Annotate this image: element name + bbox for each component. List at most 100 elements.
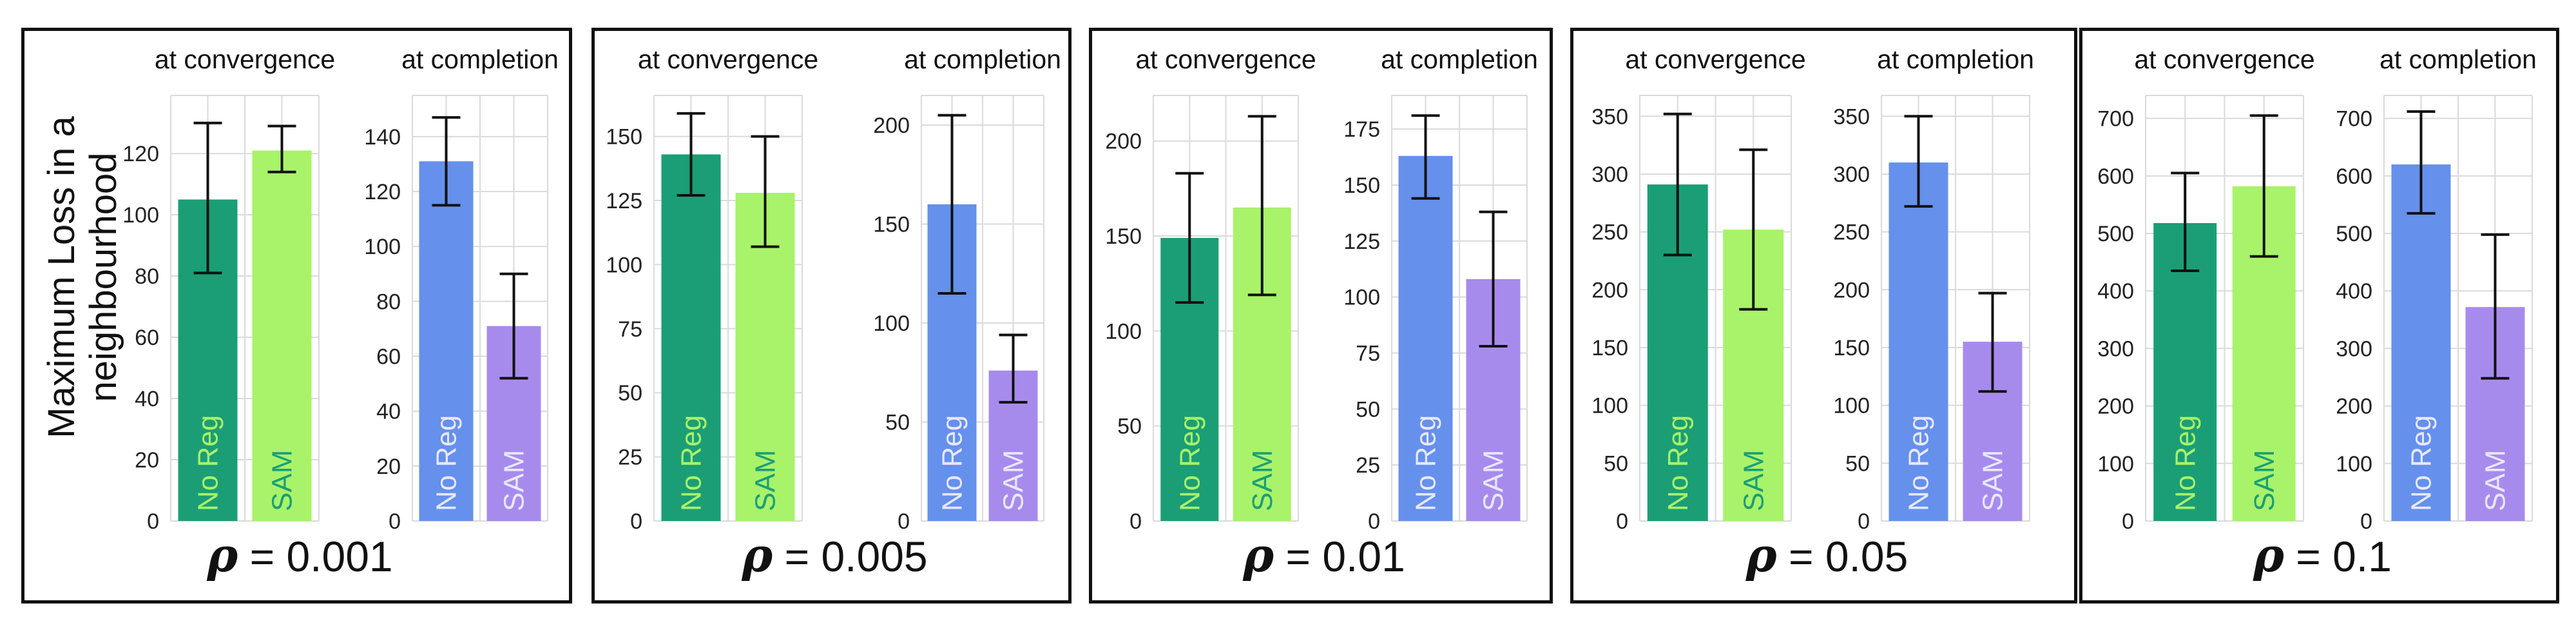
y-tick-label: 120 bbox=[122, 142, 159, 166]
y-tick-label: 600 bbox=[2336, 164, 2372, 189]
rho-symbol: ρ bbox=[741, 527, 773, 582]
completion-subplot: 0 50 100 150 200 at completion No Reg SAM bbox=[873, 44, 1061, 534]
subplot-title: at completion bbox=[904, 44, 1061, 74]
y-tick-label: 25 bbox=[1356, 453, 1380, 478]
y-tick-label: 200 bbox=[1833, 278, 1870, 302]
bar-category-label: SAM bbox=[750, 450, 782, 511]
rho-symbol: ρ bbox=[1745, 527, 1778, 582]
bar-category-label: SAM bbox=[1247, 450, 1278, 511]
y-tick-label: 0 bbox=[898, 509, 910, 534]
y-tick-label: 300 bbox=[1833, 162, 1870, 187]
y-tick-label: 100 bbox=[1105, 319, 1142, 344]
y-tick-label: 20 bbox=[135, 448, 159, 473]
completion-subplot: 0 20 40 60 80 100 120 140 at completion No Reg SAM bbox=[364, 44, 559, 534]
rho-symbol: ρ bbox=[1242, 527, 1274, 582]
rho-label: ρ = 0.05 bbox=[1745, 527, 1908, 582]
y-tick-label: 175 bbox=[1343, 117, 1380, 142]
y-tick-label: 200 bbox=[1591, 278, 1628, 302]
bar-category-label: SAM bbox=[2249, 450, 2280, 511]
bar-no-reg bbox=[661, 154, 721, 521]
y-tick-label: 0 bbox=[2360, 509, 2372, 534]
rho-value: = 0.001 bbox=[238, 533, 392, 580]
y-tick-label: 150 bbox=[873, 213, 910, 237]
y-tick-label: 200 bbox=[2097, 395, 2134, 419]
y-tick-label: 0 bbox=[389, 509, 401, 534]
completion-subplot: 0 50 100 150 200 250 300 350 at completion No Reg… bbox=[1833, 44, 2034, 534]
y-tick-label: 100 bbox=[1591, 394, 1628, 418]
rho-value: = 0.01 bbox=[1274, 533, 1405, 580]
subplot-title: at completion bbox=[1877, 44, 2034, 74]
y-tick-label: 40 bbox=[135, 387, 159, 411]
panel-svg: 0 50 100 150 200 250 300 350 at convergence No Re… bbox=[1591, 44, 2034, 582]
y-tick-label: 100 bbox=[364, 235, 401, 259]
rho-label: ρ = 0.01 bbox=[1242, 527, 1405, 582]
y-axis-label-line2: neighbourhood bbox=[82, 152, 124, 402]
rho-value: = 0.1 bbox=[2284, 533, 2392, 580]
subplot-title: at convergence bbox=[2134, 44, 2314, 74]
y-axis-label: Maximum Loss in a neighbourhood bbox=[35, 52, 139, 503]
bar-category-label: SAM bbox=[1478, 450, 1510, 511]
bar-category-label: No Reg bbox=[1410, 415, 1442, 511]
bar-category-label: No Reg bbox=[193, 415, 224, 511]
bar-category-label: SAM bbox=[1738, 450, 1769, 511]
y-tick-label: 50 bbox=[1356, 397, 1380, 422]
subplot-title: at convergence bbox=[155, 44, 335, 74]
y-tick-label: 0 bbox=[1858, 509, 1870, 534]
y-tick-label: 250 bbox=[1591, 221, 1628, 245]
y-tick-label: 150 bbox=[1343, 173, 1380, 198]
convergence-subplot: 0 20 40 60 80 100 120 at convergence No Reg SAM bbox=[122, 44, 335, 534]
convergence-subplot: 0 50 100 150 200 250 300 350 at convergence No Re… bbox=[1591, 44, 1805, 534]
subplot-title: at completion bbox=[2379, 44, 2537, 74]
y-tick-label: 150 bbox=[1105, 224, 1142, 249]
completion-subplot: 0 25 50 75 100 125 150 175 at completion No Reg SA… bbox=[1343, 44, 1538, 534]
y-tick-label: 0 bbox=[147, 509, 159, 534]
rho-panel-5: 0 100 200 300 400 500 600 700 at convergence No R… bbox=[2079, 28, 2559, 603]
y-tick-label: 200 bbox=[873, 113, 910, 138]
subplot-title: at convergence bbox=[1625, 44, 1805, 74]
bar-category-label: No Reg bbox=[937, 415, 968, 511]
y-tick-label: 50 bbox=[1117, 415, 1142, 439]
y-tick-label: 100 bbox=[873, 311, 910, 336]
y-tick-label: 50 bbox=[885, 411, 910, 435]
y-tick-label: 80 bbox=[376, 289, 401, 314]
subplot-title: at convergence bbox=[638, 44, 818, 74]
y-tick-label: 75 bbox=[1356, 341, 1380, 366]
bar-no-reg bbox=[2153, 223, 2217, 521]
convergence-subplot: 0 50 100 150 200 at convergence No Reg SAM bbox=[1105, 44, 1316, 534]
y-tick-label: 0 bbox=[1129, 509, 1142, 534]
y-tick-label: 140 bbox=[364, 125, 401, 150]
y-tick-label: 60 bbox=[135, 326, 159, 350]
bar-category-label: No Reg bbox=[431, 415, 463, 511]
y-tick-label: 60 bbox=[376, 345, 401, 369]
y-tick-label: 350 bbox=[1833, 104, 1870, 129]
subplot-title: at convergence bbox=[1135, 44, 1316, 74]
y-tick-label: 700 bbox=[2097, 107, 2134, 132]
y-tick-label: 40 bbox=[376, 400, 401, 424]
y-tick-label: 75 bbox=[618, 317, 642, 342]
bar-no-reg bbox=[1889, 162, 1948, 522]
rho-panel-2: 0 25 50 75 100 125 150 at convergence No Reg SAM 0… bbox=[591, 28, 1072, 603]
bar-category-label: No Reg bbox=[1174, 415, 1206, 511]
bar-category-label: No Reg bbox=[676, 415, 707, 511]
y-tick-label: 100 bbox=[1343, 286, 1380, 310]
y-tick-label: 0 bbox=[1368, 509, 1380, 534]
y-tick-label: 80 bbox=[135, 264, 159, 289]
y-tick-label: 0 bbox=[1616, 509, 1628, 534]
y-tick-label: 300 bbox=[1591, 162, 1628, 187]
y-tick-label: 200 bbox=[2336, 395, 2372, 419]
rho-symbol: ρ bbox=[206, 527, 238, 582]
panel-svg: 0 100 200 300 400 500 600 700 at convergence No R… bbox=[2097, 44, 2537, 582]
panel-svg: 0 50 100 150 200 at convergence No Reg SAM 0 25 50… bbox=[1105, 44, 1538, 582]
rho-value: = 0.05 bbox=[1777, 533, 1908, 580]
y-tick-label: 500 bbox=[2097, 222, 2134, 246]
rho-label: ρ = 0.001 bbox=[206, 527, 392, 582]
y-tick-label: 150 bbox=[1833, 336, 1870, 360]
y-tick-label: 500 bbox=[2336, 222, 2372, 246]
bar-category-label: SAM bbox=[499, 450, 530, 511]
panel-svg: 0 20 40 60 80 100 120 at convergence No Reg SAM 0 2… bbox=[122, 44, 559, 582]
y-tick-label: 100 bbox=[2336, 452, 2372, 476]
bar-category-label: SAM bbox=[267, 450, 298, 511]
bar-category-label: SAM bbox=[1977, 450, 2009, 511]
y-tick-label: 20 bbox=[376, 455, 401, 479]
